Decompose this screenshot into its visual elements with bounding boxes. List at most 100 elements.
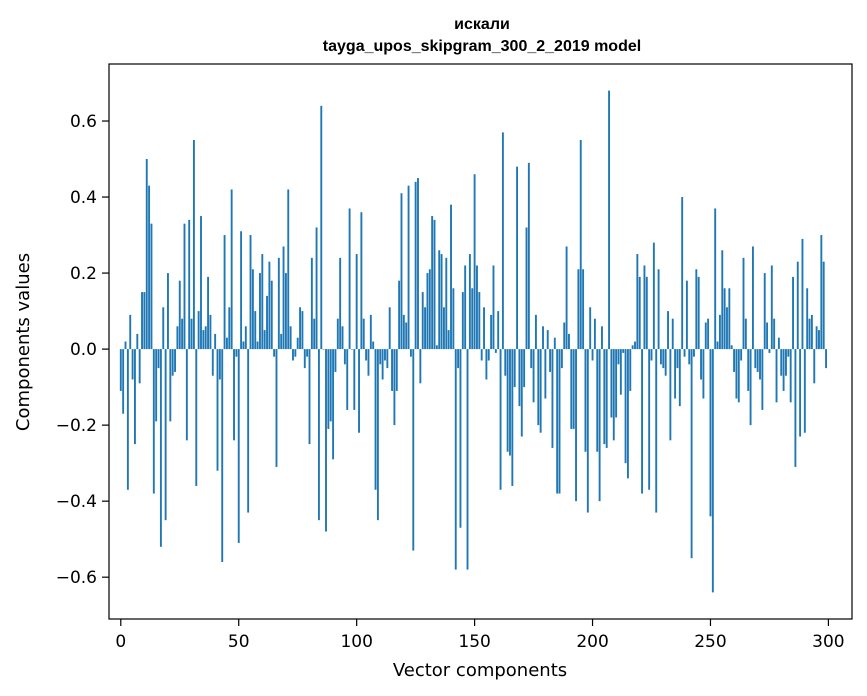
- bar: [450, 204, 452, 350]
- bar: [591, 349, 594, 361]
- bar: [162, 307, 165, 350]
- bar: [209, 314, 212, 350]
- bar: [454, 349, 457, 570]
- bar: [143, 292, 146, 350]
- bar: [237, 349, 240, 543]
- bar: [438, 250, 441, 350]
- bar: [596, 349, 599, 452]
- bar: [466, 349, 469, 570]
- bar: [381, 349, 384, 380]
- bar: [188, 219, 191, 350]
- x-tick-label: 250: [694, 632, 726, 652]
- bar: [221, 349, 224, 562]
- y-tick-label: −0.2: [56, 416, 97, 436]
- bar: [270, 280, 273, 350]
- bar: [716, 341, 719, 350]
- bar: [174, 349, 176, 372]
- bar: [813, 349, 816, 384]
- bar: [287, 189, 290, 350]
- bar: [391, 349, 393, 391]
- bar: [464, 265, 467, 350]
- bar: [480, 349, 483, 361]
- bar: [711, 349, 714, 593]
- bar: [329, 349, 332, 422]
- bar: [664, 349, 667, 376]
- bar: [306, 349, 309, 357]
- bar: [197, 311, 200, 350]
- bar: [626, 349, 629, 479]
- bar: [374, 349, 377, 490]
- bar: [492, 265, 495, 350]
- bar: [733, 349, 736, 372]
- bar: [292, 349, 294, 361]
- bar: [157, 349, 160, 369]
- bar: [355, 254, 358, 350]
- bar: [358, 349, 360, 433]
- bar: [513, 349, 516, 388]
- bar: [235, 349, 238, 357]
- x-tick-label: 100: [340, 632, 372, 652]
- bar: [131, 349, 134, 380]
- x-tick-label: 50: [228, 632, 250, 652]
- bar: [421, 292, 424, 350]
- bar: [183, 223, 186, 350]
- bar: [610, 349, 613, 418]
- chart-title: искали: [454, 16, 510, 33]
- bar: [718, 314, 721, 350]
- bar: [301, 311, 304, 350]
- bar: [126, 349, 129, 490]
- bar: [605, 349, 608, 448]
- bar: [178, 280, 181, 350]
- bar: [362, 318, 365, 350]
- bar: [497, 311, 500, 350]
- bar: [780, 349, 783, 376]
- bar: [612, 349, 615, 441]
- bar: [544, 349, 547, 399]
- bar: [360, 212, 363, 350]
- bar: [671, 318, 674, 350]
- bar: [563, 322, 566, 350]
- bar: [652, 242, 655, 350]
- bar: [709, 349, 712, 517]
- bar: [506, 349, 509, 452]
- bar: [294, 349, 297, 357]
- bar: [601, 326, 603, 350]
- bar: [273, 349, 276, 357]
- bar: [223, 235, 226, 350]
- bar: [678, 349, 681, 407]
- bar: [681, 197, 684, 350]
- bar: [225, 337, 228, 350]
- bar: [777, 337, 780, 350]
- bar: [775, 349, 778, 403]
- bar: [483, 307, 485, 350]
- bar: [518, 349, 521, 407]
- bar: [501, 132, 504, 350]
- bar: [412, 349, 415, 551]
- bar: [164, 349, 167, 521]
- bar: [136, 333, 139, 350]
- bar: [230, 189, 233, 350]
- bar: [520, 349, 523, 437]
- y-axis: −0.6 −0.4 −0.2 0.0 0.2 0.4 0.6: [56, 112, 109, 588]
- bar: [343, 349, 346, 365]
- bar: [629, 349, 632, 391]
- bar: [367, 349, 370, 376]
- bar: [296, 337, 299, 350]
- bar: [176, 326, 179, 350]
- bar: [431, 216, 434, 350]
- bar: [242, 341, 245, 350]
- bar: [622, 349, 625, 353]
- bar: [275, 349, 278, 467]
- bar: [148, 185, 151, 350]
- bar: [728, 288, 731, 350]
- bar: [348, 208, 351, 350]
- bar: [152, 349, 155, 494]
- bar: [395, 349, 398, 391]
- y-axis-label: Components values: [13, 253, 34, 431]
- bar: [402, 314, 405, 350]
- bar: [660, 349, 662, 365]
- bar: [584, 349, 587, 452]
- bar: [440, 254, 443, 350]
- bar: [643, 265, 646, 350]
- bar: [803, 349, 806, 433]
